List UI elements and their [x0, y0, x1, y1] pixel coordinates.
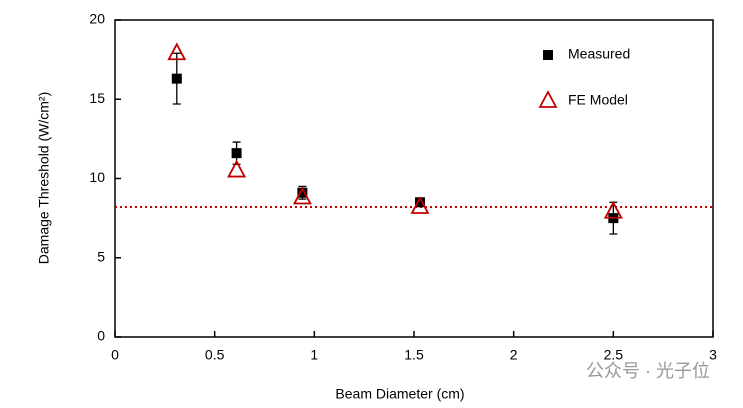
legend-label: FE Model: [568, 92, 628, 108]
point: [297, 187, 308, 198]
x-tick-label: 1: [310, 347, 318, 363]
point: [410, 196, 430, 214]
y-tick-label: 15: [89, 90, 105, 106]
y-tick-label: 20: [89, 11, 105, 27]
x-tick-label: 3: [709, 347, 717, 363]
legend-label: Measured: [568, 46, 630, 62]
point: [171, 73, 182, 84]
point: [603, 200, 623, 219]
x-tick-label: 2.5: [604, 347, 624, 363]
y-tick-label: 0: [97, 328, 105, 344]
x-tick-label: 1.5: [404, 347, 424, 363]
x-tick-label: 2: [510, 347, 518, 363]
point: [292, 186, 312, 205]
point: [414, 197, 425, 208]
point: [231, 148, 242, 159]
watermark: 公众号 · 光子位: [586, 361, 710, 381]
x-axis-label: Beam Diameter (cm): [335, 386, 464, 402]
x-tick-label: 0.5: [205, 347, 225, 363]
legend-marker: [543, 50, 553, 60]
plot-frame: [114, 19, 714, 338]
y-tick-label: 10: [89, 169, 105, 185]
point: [167, 42, 187, 61]
y-axis-label: Damage Threshold (W/cm²): [36, 92, 52, 264]
legend-marker: [538, 90, 558, 108]
point: [227, 159, 247, 178]
y-tick-label: 5: [97, 248, 105, 264]
x-tick-label: 0: [111, 347, 119, 363]
